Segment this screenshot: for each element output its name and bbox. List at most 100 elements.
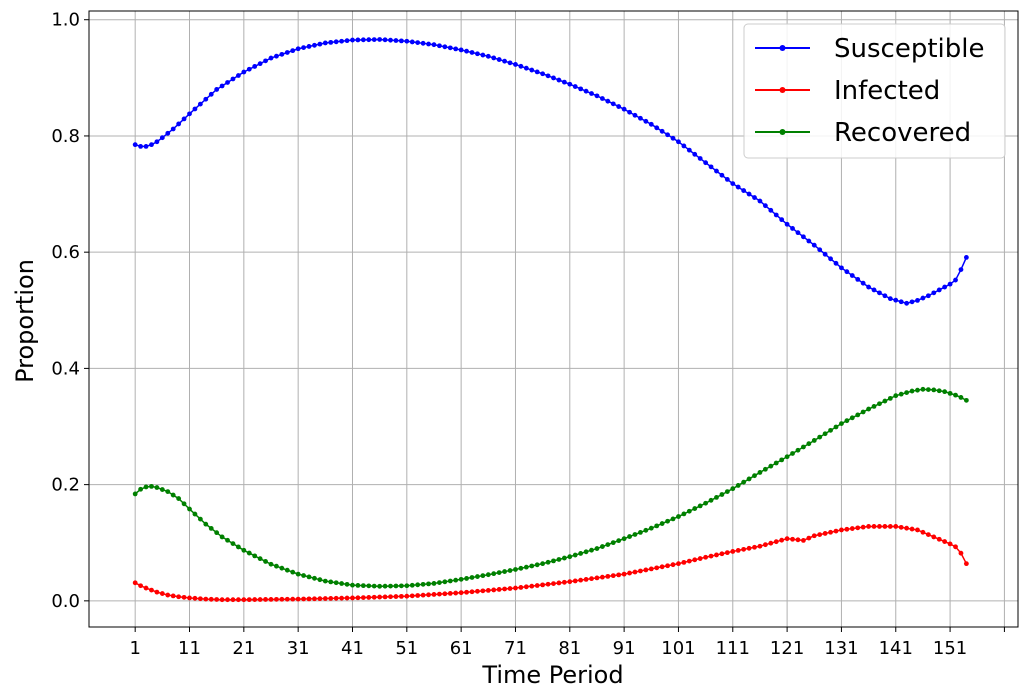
data-point xyxy=(795,230,801,236)
data-point xyxy=(458,590,464,596)
data-point xyxy=(360,583,366,589)
data-point xyxy=(415,593,421,598)
data-point xyxy=(317,41,323,47)
data-point xyxy=(317,596,323,602)
data-point xyxy=(654,523,660,529)
data-point xyxy=(692,557,698,563)
data-point xyxy=(529,67,535,73)
data-point xyxy=(485,572,491,578)
data-point xyxy=(583,577,589,582)
data-point xyxy=(589,91,594,96)
data-point xyxy=(263,559,268,564)
y-tick-label: 0.0 xyxy=(51,591,80,612)
data-point xyxy=(143,484,149,490)
data-point xyxy=(518,585,524,590)
data-point xyxy=(877,524,882,529)
data-point xyxy=(703,554,709,560)
data-point xyxy=(257,556,263,562)
data-point xyxy=(686,508,692,514)
data-point xyxy=(735,483,741,488)
data-point xyxy=(556,557,562,562)
data-point xyxy=(350,595,355,601)
data-point xyxy=(567,81,573,87)
data-point xyxy=(648,121,654,127)
data-point xyxy=(795,537,801,543)
data-point xyxy=(176,594,182,600)
data-point xyxy=(953,392,958,398)
data-point xyxy=(328,579,334,585)
data-point xyxy=(659,521,665,526)
data-point xyxy=(534,562,540,568)
data-point xyxy=(236,73,241,78)
data-point xyxy=(828,427,833,433)
y-axis-label: Proportion xyxy=(11,259,39,383)
legend: Susceptible Infected Recovered xyxy=(743,23,1006,159)
data-point xyxy=(453,577,459,583)
data-point xyxy=(301,45,306,51)
data-point xyxy=(534,583,540,588)
data-point xyxy=(328,39,334,45)
data-point xyxy=(621,536,627,542)
data-point xyxy=(735,548,741,553)
data-point xyxy=(257,61,263,67)
data-point xyxy=(529,563,535,569)
data-point xyxy=(382,594,388,600)
legend-label-infected: Infected xyxy=(834,76,940,106)
data-point xyxy=(513,585,518,591)
data-point xyxy=(328,596,334,601)
data-point xyxy=(371,583,377,589)
data-point xyxy=(274,596,279,602)
data-point xyxy=(187,595,192,601)
data-point xyxy=(915,527,920,533)
data-point xyxy=(665,132,670,138)
data-point xyxy=(322,596,328,601)
data-point xyxy=(963,561,969,567)
data-point xyxy=(518,565,524,571)
data-point xyxy=(877,290,882,296)
data-point xyxy=(339,595,345,601)
data-point xyxy=(953,544,958,550)
data-point xyxy=(322,578,328,584)
data-point xyxy=(415,582,421,588)
data-point xyxy=(312,575,317,581)
data-point xyxy=(274,563,279,569)
data-point xyxy=(447,591,453,596)
x-tick-label: 141 xyxy=(879,638,913,659)
data-point xyxy=(714,168,719,174)
y-tick-label: 0.2 xyxy=(51,475,80,496)
data-point xyxy=(360,37,366,43)
x-tick-label: 51 xyxy=(395,638,418,659)
data-point xyxy=(594,546,600,551)
data-point xyxy=(638,568,643,574)
y-axis-ticks: 0.0 0.2 0.4 0.6 0.8 1.0 xyxy=(51,10,89,612)
data-point xyxy=(942,389,948,395)
data-point xyxy=(518,63,524,69)
data-point xyxy=(274,53,279,59)
data-point xyxy=(236,597,241,603)
series-line-susceptible xyxy=(134,38,968,305)
data-point xyxy=(132,491,138,497)
legend-label-recovered: Recovered xyxy=(834,118,971,148)
data-point xyxy=(502,586,508,592)
data-point xyxy=(203,521,209,527)
data-point xyxy=(393,38,399,43)
data-point xyxy=(784,536,790,542)
data-point xyxy=(714,552,719,558)
data-point xyxy=(491,55,497,61)
data-point xyxy=(681,143,687,149)
data-point xyxy=(676,514,681,519)
data-point xyxy=(735,184,741,190)
data-point xyxy=(806,441,812,447)
data-point xyxy=(203,96,209,102)
data-point xyxy=(963,397,969,403)
data-point xyxy=(844,526,850,532)
data-point xyxy=(659,128,665,134)
data-point xyxy=(887,296,893,302)
y-tick-label: 1.0 xyxy=(51,10,80,31)
data-point xyxy=(447,45,453,51)
data-point xyxy=(551,581,556,586)
data-point xyxy=(426,41,431,47)
data-point xyxy=(784,221,790,227)
data-point xyxy=(925,532,931,537)
data-point xyxy=(561,579,567,585)
